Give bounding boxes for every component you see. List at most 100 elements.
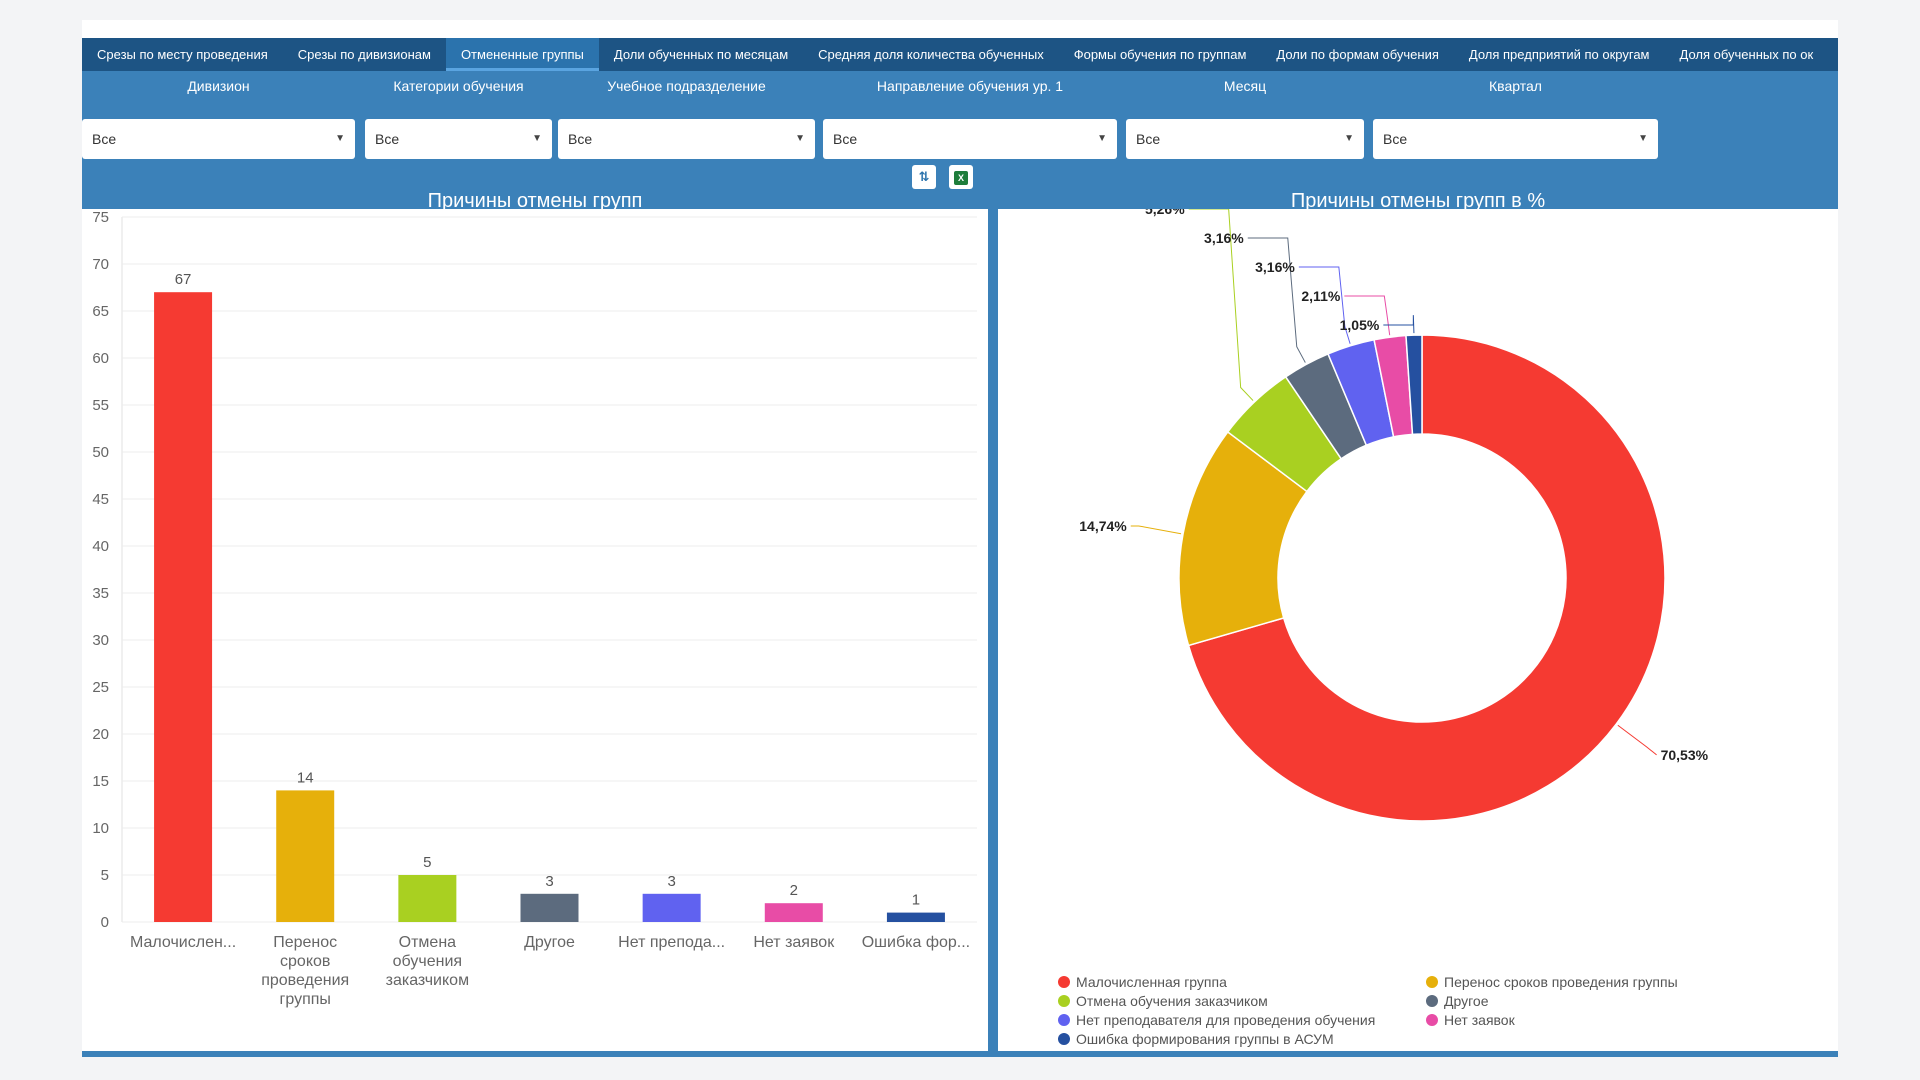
bar bbox=[154, 292, 213, 922]
bar bbox=[642, 893, 701, 922]
x-tick-label: Нет заявок bbox=[753, 934, 835, 951]
quarter-select[interactable]: Все ▼ bbox=[1373, 119, 1658, 159]
bar-value-label: 1 bbox=[912, 892, 920, 909]
y-tick-label: 55 bbox=[92, 397, 109, 414]
x-tick-label: Перенос bbox=[273, 934, 337, 951]
legend-item[interactable]: Малочисленная группа bbox=[1058, 974, 1227, 990]
x-tick-label: Нет препода... bbox=[618, 934, 725, 951]
training-unit-select[interactable]: Все ▼ bbox=[558, 119, 815, 159]
legend-label: Отмена обучения заказчиком bbox=[1076, 993, 1268, 1009]
training-category-select[interactable]: Все ▼ bbox=[365, 119, 552, 159]
bar-chart-title: Причины отмены групп bbox=[427, 190, 643, 212]
filter-label-training-category: Категории обучения bbox=[393, 78, 524, 94]
legend-marker bbox=[1058, 995, 1070, 1007]
y-tick-label: 25 bbox=[92, 679, 109, 696]
slice-value-label: 2,11% bbox=[1301, 288, 1340, 304]
slice-value-label: 3,16% bbox=[1204, 230, 1244, 246]
bar-value-label: 5 bbox=[423, 854, 431, 871]
x-tick-label: проведения bbox=[261, 972, 349, 989]
y-tick-label: 70 bbox=[92, 256, 109, 273]
slice-leader-line bbox=[1247, 237, 1306, 363]
bar bbox=[764, 903, 823, 922]
x-tick-label: Отмена bbox=[399, 934, 457, 951]
tab-trained-share-by-month[interactable]: Доли обученных по месяцам bbox=[613, 47, 789, 62]
slice-value-label: 5,26% bbox=[1145, 209, 1185, 217]
bar bbox=[276, 790, 335, 922]
filter-label-training-unit: Учебное подразделение bbox=[607, 78, 766, 94]
y-tick-label: 60 bbox=[92, 350, 109, 367]
legend-label: Нет заявок bbox=[1444, 1012, 1515, 1028]
x-tick-label: обучения bbox=[393, 953, 462, 970]
tab-trained-share-by-district[interactable]: Доля обученных по ок bbox=[1679, 47, 1814, 62]
slice-leader-line bbox=[1298, 266, 1351, 344]
training-direction-select[interactable]: Все ▼ bbox=[823, 119, 1117, 159]
donut-slice bbox=[1405, 334, 1423, 436]
tab-average-trained-share[interactable]: Средняя доля количества обученных bbox=[818, 47, 1044, 62]
excel-export-icon: X bbox=[954, 171, 968, 185]
bar-value-label: 3 bbox=[545, 873, 553, 890]
tab-division-slices[interactable]: Срезы по дивизионам bbox=[297, 47, 431, 62]
filter-label-quarter: Квартал bbox=[1489, 78, 1542, 94]
x-tick-label: Ошибка фор... bbox=[862, 934, 970, 951]
legend-marker bbox=[1058, 1014, 1070, 1026]
legend-item[interactable]: Другое bbox=[1426, 993, 1488, 1009]
bar-chart: 05101520253035404550556065707567Малочисл… bbox=[92, 209, 977, 1008]
legend-item[interactable]: Нет преподавателя для проведения обучени… bbox=[1058, 1012, 1375, 1028]
slice-leader-line bbox=[1383, 315, 1415, 334]
tab-venue-slices[interactable]: Срезы по месту проведения bbox=[97, 47, 268, 62]
donut-slice bbox=[1187, 334, 1666, 822]
bar bbox=[520, 893, 579, 922]
x-tick-label: сроков bbox=[280, 953, 330, 970]
bar-chart-panel: 0 5 10 15 20 25 30 35 40 45 50 55 60 65 70 75 67 Малочисл… bbox=[82, 209, 988, 1051]
tab-cancelled-groups[interactable]: Отмененные группы bbox=[445, 38, 599, 71]
tab-enterprise-share-by-district[interactable]: Доля предприятий по округам bbox=[1468, 47, 1650, 62]
legend-item[interactable]: Перенос сроков проведения группы bbox=[1426, 974, 1678, 990]
y-tick-label: 20 bbox=[92, 726, 109, 743]
bar bbox=[886, 912, 945, 922]
chevron-down-icon: ▼ bbox=[795, 133, 805, 144]
month-select-value: Все bbox=[1136, 131, 1161, 147]
bar-value-label: 2 bbox=[790, 882, 798, 899]
chevron-down-icon: ▼ bbox=[1638, 133, 1648, 144]
y-tick-label: 5 bbox=[101, 867, 109, 884]
x-tick-label: группы bbox=[280, 991, 331, 1008]
x-tick-label: Малочислен... bbox=[130, 934, 236, 951]
sort-button[interactable]: ⇅ bbox=[912, 165, 936, 189]
y-tick-label: 30 bbox=[92, 632, 109, 649]
chevron-down-icon: ▼ bbox=[1097, 133, 1107, 144]
tab-shares-by-training-form[interactable]: Доли по формам обучения bbox=[1276, 47, 1439, 62]
legend-item[interactable]: Нет заявок bbox=[1426, 1012, 1515, 1028]
y-tick-label: 45 bbox=[92, 491, 109, 508]
chevron-down-icon: ▼ bbox=[532, 133, 542, 144]
legend-item[interactable]: Ошибка формирования группы в АСУМ bbox=[1058, 1031, 1334, 1047]
slice-value-label: 3,16% bbox=[1255, 259, 1295, 275]
tab-training-forms-by-group[interactable]: Формы обучения по группам bbox=[1073, 47, 1247, 62]
slice-value-label: 14,74% bbox=[1079, 518, 1127, 534]
y-tick-label: 75 bbox=[92, 209, 109, 226]
slice-leader-line bbox=[1344, 295, 1391, 336]
legend-marker bbox=[1058, 1033, 1070, 1045]
filter-label-division: Дивизион bbox=[187, 78, 250, 94]
y-tick-label: 10 bbox=[92, 820, 109, 837]
export-excel-button[interactable]: X bbox=[949, 165, 973, 189]
slice-leader-line bbox=[1130, 525, 1182, 535]
donut-chart-panel: 70,53% 14,74% 5,26% 3,16% 3,16% 2,11% 1,05% Ма… bbox=[998, 201, 1838, 1051]
legend-item[interactable]: Отмена обучения заказчиком bbox=[1058, 993, 1268, 1009]
donut-chart: 70,53% 14,74% 5,26% 3,16% 3,16% 2,11%1,05% bbox=[1079, 201, 1709, 822]
training-direction-select-value: Все bbox=[833, 131, 858, 147]
training-category-select-value: Все bbox=[375, 131, 400, 147]
filter-label-month: Месяц bbox=[1223, 78, 1267, 94]
filter-label-training-direction: Направление обучения ур. 1 bbox=[876, 78, 1064, 94]
slice-value-label: 1,05% bbox=[1340, 317, 1380, 333]
training-unit-select-value: Все bbox=[568, 131, 593, 147]
x-tick-label: Другое bbox=[524, 934, 575, 951]
month-select[interactable]: Все ▼ bbox=[1126, 119, 1364, 159]
dashboard-app: Срезы по месту проведения Срезы по дивизи… bbox=[82, 20, 1838, 1057]
bar-value-label: 3 bbox=[667, 873, 675, 890]
division-select[interactable]: Все ▼ bbox=[82, 119, 355, 159]
bar bbox=[398, 875, 457, 922]
sort-icon: ⇅ bbox=[918, 169, 930, 184]
donut-chart-title: Причины отмены групп в % bbox=[1290, 190, 1546, 212]
slice-value-label: 70,53% bbox=[1661, 747, 1709, 763]
legend-marker bbox=[1426, 995, 1438, 1007]
